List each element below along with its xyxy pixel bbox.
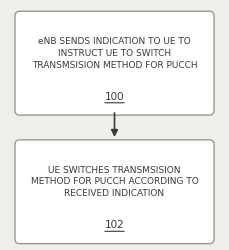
Text: eNB SENDS INDICATION TO UE TO
INSTRUCT UE TO SWITCH
TRANSMSISION METHOD FOR PUCC: eNB SENDS INDICATION TO UE TO INSTRUCT U… [32,37,197,70]
FancyBboxPatch shape [15,140,214,244]
Text: 100: 100 [105,92,124,102]
Text: UE SWITCHES TRANSMSISION
METHOD FOR PUCCH ACCORDING TO
RECEIVED INDICATION: UE SWITCHES TRANSMSISION METHOD FOR PUCC… [31,166,198,198]
Text: 102: 102 [105,220,124,230]
FancyBboxPatch shape [15,11,214,115]
